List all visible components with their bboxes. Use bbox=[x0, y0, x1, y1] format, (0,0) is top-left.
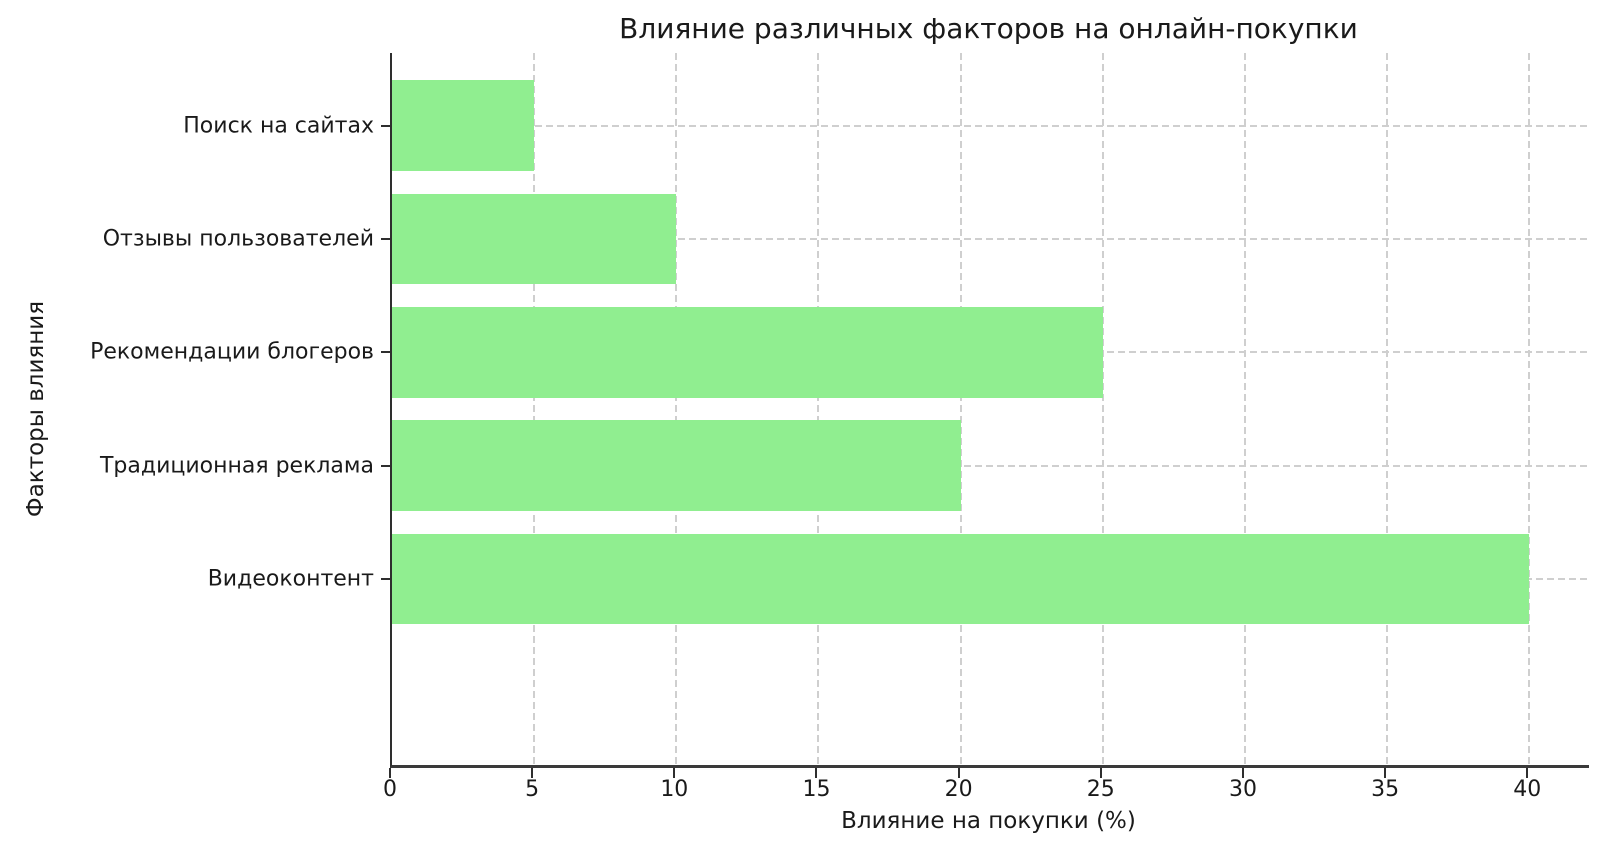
ytick-mark-0 bbox=[381, 124, 390, 127]
y-gridline-1 bbox=[392, 237, 1589, 240]
chart-title: Влияние различных факторов на онлайн-пок… bbox=[619, 12, 1358, 45]
xtick-label-15: 15 bbox=[802, 777, 831, 802]
bar-1 bbox=[392, 193, 677, 285]
xtick-label-40: 40 bbox=[1513, 777, 1542, 802]
xtick-label-35: 35 bbox=[1371, 777, 1400, 802]
y-axis-label: Факторы влияния bbox=[23, 300, 49, 518]
xtick-mark-20 bbox=[957, 768, 960, 778]
xtick-label-0: 0 bbox=[383, 777, 397, 802]
ytick-label-1: Отзывы пользователей bbox=[102, 226, 374, 252]
xtick-mark-25 bbox=[1099, 768, 1102, 778]
xtick-label-30: 30 bbox=[1228, 777, 1257, 802]
plot-area bbox=[390, 53, 1589, 768]
bar-0 bbox=[392, 80, 535, 171]
ytick-mark-4 bbox=[381, 578, 390, 581]
bar-3 bbox=[392, 420, 961, 512]
x-gridline-35 bbox=[1386, 53, 1389, 765]
xtick-mark-35 bbox=[1384, 768, 1387, 778]
xtick-mark-0 bbox=[389, 768, 391, 778]
ytick-mark-3 bbox=[381, 464, 390, 467]
xtick-mark-5 bbox=[531, 768, 534, 778]
ytick-label-2: Рекомендации блогеров bbox=[90, 339, 374, 365]
xtick-mark-10 bbox=[673, 768, 676, 778]
bar-2 bbox=[392, 306, 1103, 398]
bar-4 bbox=[392, 533, 1530, 625]
xtick-mark-40 bbox=[1526, 768, 1529, 778]
xtick-label-25: 25 bbox=[1086, 777, 1115, 802]
ytick-label-4: Видеоконтент bbox=[207, 566, 374, 592]
x-gridline-30 bbox=[1243, 53, 1246, 765]
x-axis-label: Влияние на покупки (%) bbox=[841, 808, 1136, 834]
x-gridline-40 bbox=[1528, 53, 1531, 765]
x-gridline-10 bbox=[675, 53, 678, 765]
xtick-label-10: 10 bbox=[660, 777, 689, 802]
y-gridline-0 bbox=[392, 124, 1589, 127]
ytick-mark-1 bbox=[381, 237, 390, 240]
x-gridline-20 bbox=[959, 53, 962, 765]
x-gridline-5 bbox=[533, 53, 536, 765]
xtick-label-20: 20 bbox=[944, 777, 973, 802]
xtick-mark-30 bbox=[1241, 768, 1244, 778]
xtick-label-5: 5 bbox=[525, 777, 540, 802]
ytick-label-3: Традиционная реклама bbox=[99, 453, 374, 479]
ytick-label-0: Поиск на сайтах bbox=[183, 113, 374, 139]
xtick-mark-15 bbox=[815, 768, 818, 778]
x-gridline-15 bbox=[817, 53, 820, 765]
ytick-mark-2 bbox=[381, 351, 390, 354]
x-gridline-25 bbox=[1101, 53, 1104, 765]
y-gridline-3 bbox=[392, 464, 1589, 467]
